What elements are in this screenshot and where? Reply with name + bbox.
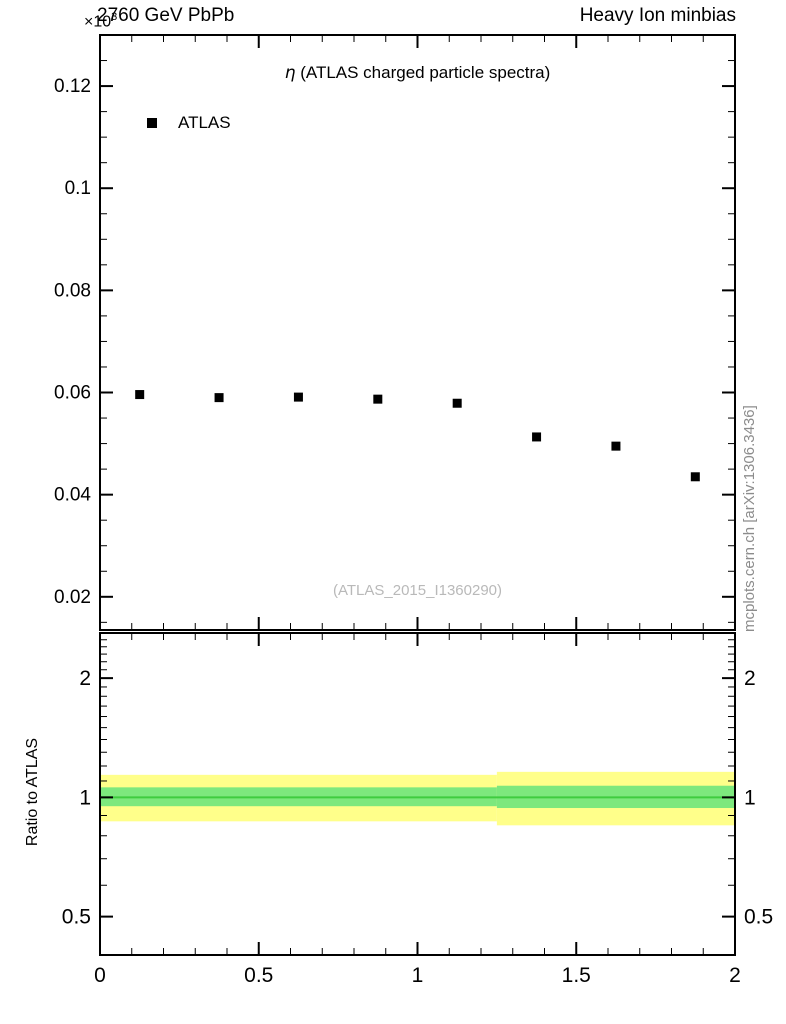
analysis-id-watermark: (ATLAS_2015_I1360290) — [332, 582, 502, 599]
y-tick-label: 0.08 — [54, 280, 91, 301]
multiplier-exponent: 3 — [111, 11, 118, 23]
y-axis-multiplier: ×103 — [84, 11, 117, 31]
legend-marker-square-icon — [147, 118, 157, 128]
y-tick-label: 0.02 — [54, 587, 91, 608]
ratio-y-tick-label-right: 2 — [744, 667, 756, 690]
plot-title: η (ATLAS charged particle spectra) — [100, 63, 735, 83]
ratio-y-tick-label-right: 0.5 — [744, 906, 773, 929]
title-eta-symbol: η — [284, 63, 296, 83]
legend-label-atlas: ATLAS — [178, 113, 231, 132]
beam-energy-label: 2760 GeV PbPb — [97, 5, 235, 26]
data-point-atlas — [532, 432, 542, 442]
data-point-atlas — [293, 392, 303, 402]
ratio-y-tick-label-right: 1 — [744, 786, 756, 809]
ratio-y-tick-label: 1 — [79, 786, 91, 809]
data-point-atlas — [373, 394, 383, 404]
data-point-atlas — [611, 441, 621, 451]
multiplier-base: ×10 — [84, 13, 112, 31]
mcplots-arxiv-note: mcplots.cern.ch [arXiv:1306.3436] — [741, 405, 758, 632]
x-tick-label: 0 — [94, 964, 106, 987]
y-tick-label: 0.1 — [65, 178, 91, 199]
ratio-y-tick-label: 2 — [79, 667, 91, 690]
legend: ATLAS — [147, 113, 231, 133]
y-tick-label: 0.12 — [54, 76, 91, 97]
ratio-y-axis-title: Ratio to ATLAS — [24, 737, 41, 847]
x-tick-label: 0.5 — [244, 964, 273, 987]
x-tick-label: 1.5 — [562, 964, 591, 987]
data-point-atlas — [690, 472, 700, 482]
title-text: (ATLAS charged particle spectra) — [295, 63, 551, 82]
data-point-atlas — [214, 393, 224, 403]
y-tick-label: 0.04 — [54, 485, 91, 506]
y-tick-label: 0.06 — [54, 383, 91, 404]
process-label: Heavy Ion minbias — [579, 5, 736, 26]
data-point-atlas — [135, 390, 145, 400]
x-tick-label: 1 — [412, 964, 424, 987]
ratio-y-tick-label: 0.5 — [62, 906, 91, 929]
data-point-atlas — [452, 398, 462, 408]
x-tick-label: 2 — [729, 964, 741, 987]
